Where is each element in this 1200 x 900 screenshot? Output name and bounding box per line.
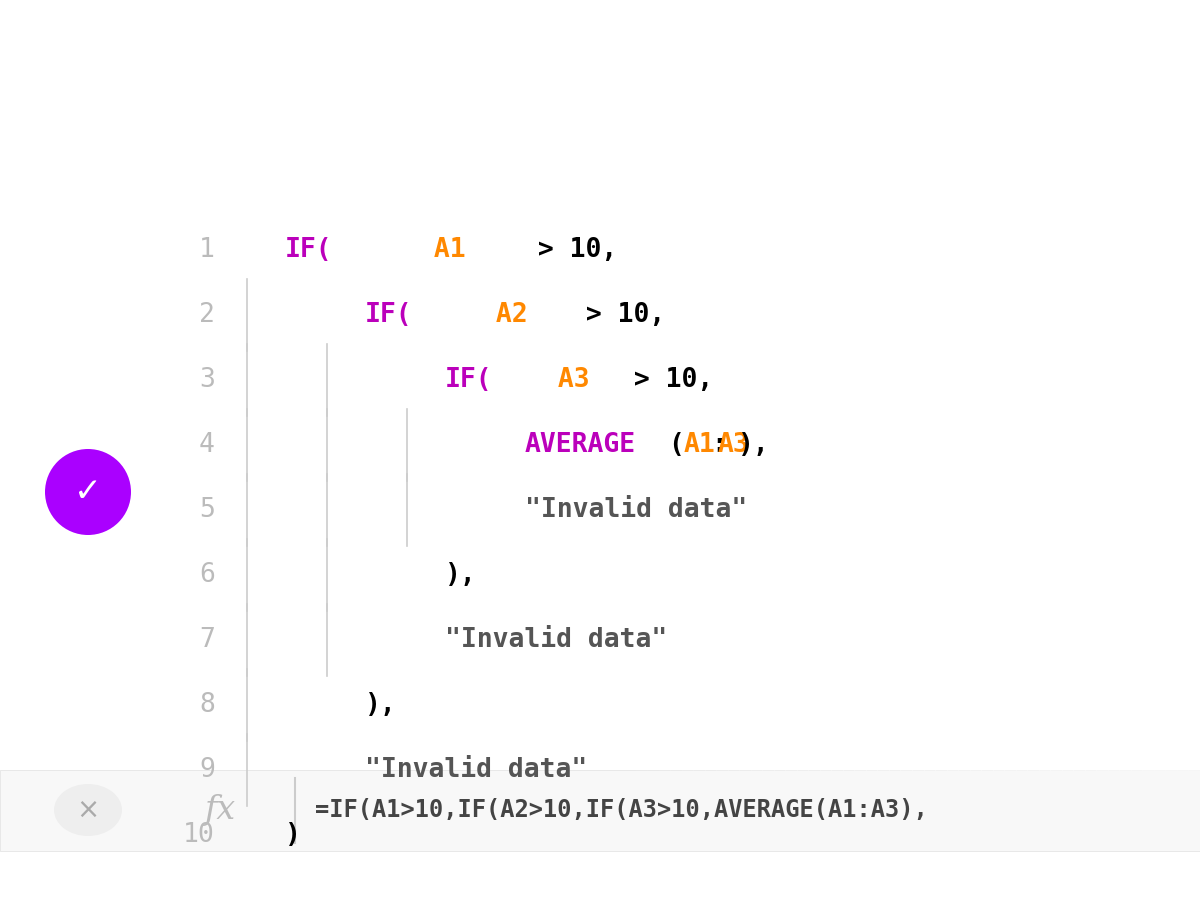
Bar	[624, 770, 636, 850]
Bar	[797, 770, 809, 850]
Text: A1: A1	[419, 237, 466, 263]
Text: 7: 7	[199, 627, 215, 653]
Text: ),: ),	[445, 562, 476, 588]
Text: A2: A2	[480, 302, 528, 328]
Text: > 10,: > 10,	[570, 302, 665, 328]
Text: IF(: IF(	[445, 367, 493, 393]
Bar	[935, 770, 948, 850]
Text: A1: A1	[684, 432, 715, 458]
Bar	[1120, 770, 1132, 850]
Bar	[970, 770, 982, 850]
Text: (: (	[668, 432, 684, 458]
Bar	[1188, 770, 1200, 850]
Bar	[1015, 770, 1028, 850]
Bar	[912, 770, 924, 850]
Ellipse shape	[54, 784, 122, 836]
Text: A3: A3	[718, 432, 749, 458]
Text: 9: 9	[199, 757, 215, 783]
Text: fx: fx	[204, 794, 235, 826]
Bar	[762, 770, 775, 850]
Bar	[832, 770, 844, 850]
Text: "Invalid data": "Invalid data"	[365, 757, 587, 783]
Bar	[636, 770, 648, 850]
Bar	[659, 770, 671, 850]
Text: 8: 8	[199, 692, 215, 718]
Text: IF(: IF(	[286, 237, 332, 263]
Bar	[1108, 770, 1121, 850]
Bar	[1097, 770, 1109, 850]
Bar	[1039, 770, 1051, 850]
Bar	[982, 770, 994, 850]
Bar	[820, 770, 833, 850]
Bar	[670, 770, 683, 850]
Text: AVERAGE: AVERAGE	[526, 432, 636, 458]
Text: 3: 3	[199, 367, 215, 393]
Bar	[647, 770, 660, 850]
Bar	[0, 770, 1200, 850]
Bar	[1050, 770, 1063, 850]
Bar	[682, 770, 694, 850]
Bar	[1130, 770, 1144, 850]
Bar	[900, 770, 913, 850]
Bar	[866, 770, 878, 850]
Bar	[727, 770, 740, 850]
Bar	[842, 770, 856, 850]
Bar	[1154, 770, 1166, 850]
Bar	[1073, 770, 1086, 850]
Bar	[1004, 770, 1016, 850]
Text: ): )	[286, 822, 301, 848]
Bar	[889, 770, 901, 850]
Text: =IF(A1>10,IF(A2>10,IF(A3>10,AVERAGE(A1:A3),: =IF(A1>10,IF(A2>10,IF(A3>10,AVERAGE(A1:A…	[314, 798, 928, 822]
Bar	[1027, 770, 1039, 850]
Bar	[704, 770, 718, 850]
Text: > 10,: > 10,	[522, 237, 617, 263]
Text: :: :	[712, 432, 727, 458]
Text: 5: 5	[199, 497, 215, 523]
Text: ),: ),	[365, 692, 397, 718]
Text: "Invalid data": "Invalid data"	[445, 627, 667, 653]
Bar	[809, 770, 821, 850]
Text: 6: 6	[199, 562, 215, 588]
Text: 2: 2	[199, 302, 215, 328]
Text: ),: ),	[738, 432, 769, 458]
Bar	[785, 770, 798, 850]
Bar	[877, 770, 890, 850]
Text: ✓: ✓	[74, 475, 102, 508]
Bar	[1165, 770, 1178, 850]
Text: 10: 10	[184, 822, 215, 848]
Text: "Invalid data": "Invalid data"	[526, 497, 748, 523]
Text: > 10,: > 10,	[618, 367, 713, 393]
Text: IF(: IF(	[365, 302, 413, 328]
Bar	[774, 770, 786, 850]
Bar	[1062, 770, 1074, 850]
Circle shape	[46, 449, 131, 535]
Bar	[751, 770, 763, 850]
Bar	[1177, 770, 1189, 850]
Bar	[924, 770, 936, 850]
Text: A3: A3	[542, 367, 590, 393]
Text: 4: 4	[199, 432, 215, 458]
Bar	[716, 770, 728, 850]
Bar	[958, 770, 971, 850]
Bar	[992, 770, 1006, 850]
Bar	[739, 770, 751, 850]
Bar	[1085, 770, 1097, 850]
Text: ×: ×	[77, 796, 100, 824]
Bar	[947, 770, 959, 850]
Text: 1: 1	[199, 237, 215, 263]
Bar	[694, 770, 706, 850]
Bar	[1142, 770, 1154, 850]
Bar	[854, 770, 866, 850]
